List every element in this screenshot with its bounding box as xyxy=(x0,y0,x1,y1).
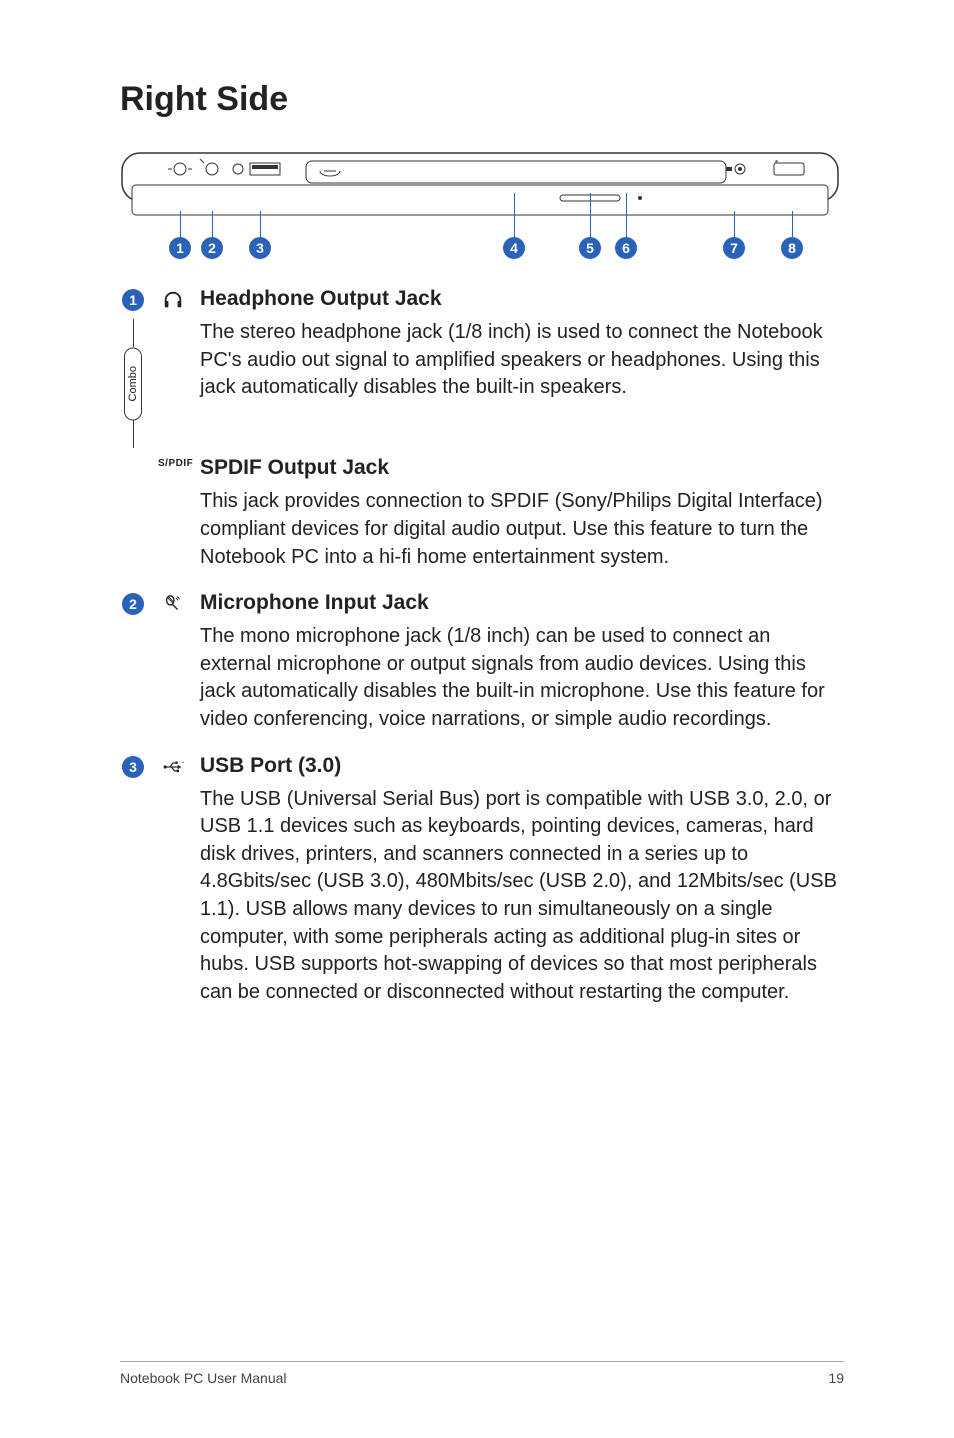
section-spdif: S/PDIF SPDIF Output Jack This jack provi… xyxy=(120,456,844,571)
diagram-callout-num-2: 2 xyxy=(201,237,223,259)
diagram-callout-num-8: 8 xyxy=(781,237,803,259)
diagram-callout-4: 4 xyxy=(503,193,525,259)
page-footer: Notebook PC User Manual 19 xyxy=(120,1361,844,1386)
callout-num-3: 3 xyxy=(122,756,144,778)
svg-text:+: + xyxy=(182,759,184,764)
usb-body: The USB (Universal Serial Bus) port is c… xyxy=(200,786,844,1007)
diagram-callout-num-4: 4 xyxy=(503,237,525,259)
headphone-title: Headphone Output Jack xyxy=(200,287,844,311)
callout-row: 12345678 xyxy=(120,229,840,259)
diagram-callout-num-3: 3 xyxy=(249,237,271,259)
section-usb: 3 + USB Port (3.0) The USB (Universal Se… xyxy=(120,754,844,1007)
laptop-side-diagram: 12345678 xyxy=(120,149,840,259)
mic-title: Microphone Input Jack xyxy=(200,591,844,615)
usb-title: USB Port (3.0) xyxy=(200,754,844,778)
diagram-callout-8: 8 xyxy=(781,211,803,259)
diagram-callout-7: 7 xyxy=(723,211,745,259)
footer-page-number: 19 xyxy=(828,1370,844,1386)
section-mic: 2 Microphone Input Jack The mono microph… xyxy=(120,591,844,733)
section-headphone: 1 Combo Headphone Output Jack The stereo… xyxy=(120,287,844,448)
spdif-title: SPDIF Output Jack xyxy=(200,456,844,480)
combo-label: Combo xyxy=(124,347,142,420)
page-title: Right Side xyxy=(120,80,844,119)
callout-num-1: 1 xyxy=(122,289,144,311)
diagram-callout-num-7: 7 xyxy=(723,237,745,259)
spdif-icon: S/PDIF xyxy=(158,458,188,469)
headphone-icon xyxy=(162,289,184,311)
diagram-callout-num-1: 1 xyxy=(169,237,191,259)
diagram-callout-num-5: 5 xyxy=(579,237,601,259)
spdif-body: This jack provides connection to SPDIF (… xyxy=(200,488,844,571)
diagram-callout-6: 6 xyxy=(615,193,637,259)
diagram-callout-3: 3 xyxy=(249,211,271,259)
mic-body: The mono microphone jack (1/8 inch) can … xyxy=(200,623,844,733)
diagram-callout-1: 1 xyxy=(169,211,191,259)
diagram-callout-num-6: 6 xyxy=(615,237,637,259)
callout-num-2: 2 xyxy=(122,593,144,615)
mic-icon xyxy=(162,593,184,615)
combo-bracket: Combo xyxy=(124,319,142,448)
diagram-callout-5: 5 xyxy=(579,193,601,259)
headphone-body: The stereo headphone jack (1/8 inch) is … xyxy=(200,319,844,402)
diagram-callout-2: 2 xyxy=(201,211,223,259)
usb-icon: + xyxy=(162,756,184,778)
footer-left: Notebook PC User Manual xyxy=(120,1370,287,1386)
